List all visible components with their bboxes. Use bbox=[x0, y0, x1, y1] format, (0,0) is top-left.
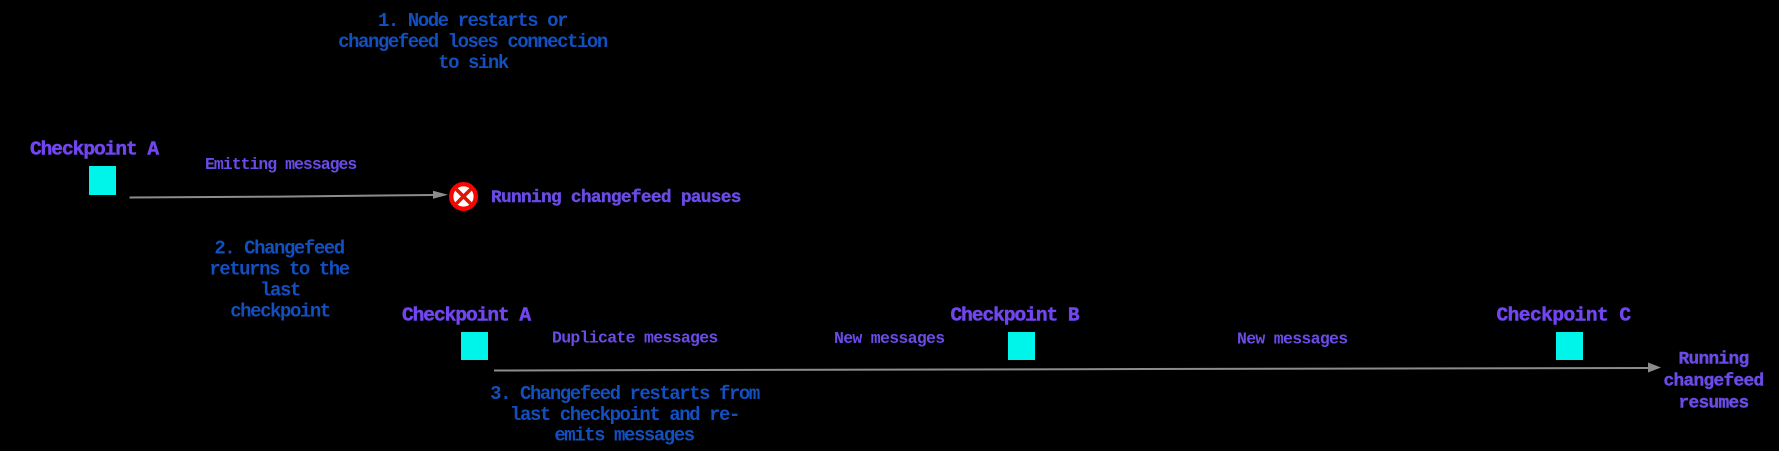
svg-text:last: last bbox=[260, 279, 300, 301]
svg-text:New messages: New messages bbox=[834, 329, 944, 348]
svg-text:to sink: to sink bbox=[438, 52, 509, 74]
svg-text:Running changefeed pauses: Running changefeed pauses bbox=[491, 188, 741, 208]
svg-text:1. Node restarts or: 1. Node restarts or bbox=[378, 10, 568, 32]
svg-text:last checkpoint and re-: last checkpoint and re- bbox=[510, 404, 739, 426]
svg-text:emits messages: emits messages bbox=[554, 425, 694, 447]
svg-text:Running: Running bbox=[1679, 350, 1749, 370]
svg-text:Checkpoint A: Checkpoint A bbox=[402, 305, 531, 327]
svg-text:changefeed: changefeed bbox=[1664, 372, 1764, 392]
svg-text:Duplicate messages: Duplicate messages bbox=[552, 328, 718, 347]
svg-text:2. Changefeed: 2. Changefeed bbox=[214, 237, 344, 259]
svg-text:3. Changefeed restarts from: 3. Changefeed restarts from bbox=[490, 383, 760, 405]
svg-text:resumes: resumes bbox=[1679, 394, 1749, 414]
svg-text:Checkpoint A: Checkpoint A bbox=[30, 139, 159, 161]
svg-text:checkpoint: checkpoint bbox=[230, 300, 330, 322]
svg-text:Checkpoint B: Checkpoint B bbox=[950, 305, 1079, 327]
svg-text:changefeed loses connection: changefeed loses connection bbox=[338, 31, 608, 53]
svg-text:New messages: New messages bbox=[1237, 330, 1347, 349]
svg-text:Checkpoint C: Checkpoint C bbox=[1496, 305, 1631, 327]
svg-text:returns to the: returns to the bbox=[209, 258, 349, 280]
svg-text:Emitting messages: Emitting messages bbox=[205, 155, 356, 174]
